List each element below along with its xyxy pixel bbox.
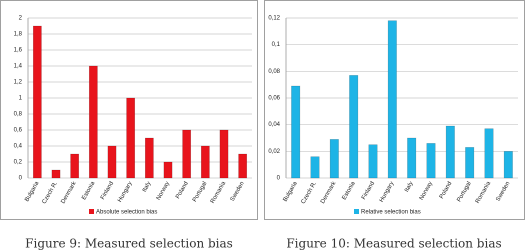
bar [349,75,359,179]
y-tick-label: 0,12 [268,16,280,22]
x-tick-label: Italy [404,181,415,194]
y-tick-label: 0,06 [268,96,280,102]
bar [107,145,117,179]
y-tick-label: 2 [19,16,23,22]
bar [70,153,80,179]
bar [368,144,378,179]
y-tick-label: 1,8 [14,32,23,38]
bar [219,129,229,179]
figure-caption: Figure 10: Measured selection bias [286,237,501,251]
y-tick-label: 0,6 [14,128,23,134]
legend-swatch [354,209,359,214]
y-tick-label: 0,02 [268,149,280,155]
bar [329,139,339,179]
bar [88,65,98,179]
bar [126,97,136,179]
y-tick-label: 0,8 [14,112,23,118]
bar [163,161,173,179]
y-tick-label: 0 [19,176,23,182]
y-tick-label: 1,6 [14,48,23,54]
bar [445,125,455,179]
y-tick-label: 0,4 [14,144,23,150]
bar [387,20,397,179]
bar [310,156,320,179]
bar [182,129,192,179]
bar [200,145,210,179]
y-tick-label: 1 [19,96,23,102]
y-tick-label: 0,2 [14,160,23,166]
legend-swatch [89,209,94,214]
legend-label: Relative selection bias [361,210,421,216]
bar [144,137,154,179]
figure-caption: Figure 9: Measured selection bias [25,237,233,251]
y-tick-label: 0 [277,176,281,182]
bar [503,151,513,179]
bar [407,137,417,179]
bar [238,153,248,179]
x-tick-label: Italy [142,181,153,194]
bar [465,147,475,179]
legend-label: Absolute selection bias [96,210,157,216]
bar [291,85,301,179]
bar [484,128,494,179]
y-tick-label: 1,4 [14,64,23,70]
y-tick-label: 0,08 [268,69,280,75]
bar [51,169,61,179]
y-tick-label: 0,04 [268,122,280,128]
y-tick-label: 1,2 [14,80,23,86]
bar [32,25,42,179]
bar [426,143,436,179]
y-tick-label: 0,1 [272,42,281,48]
